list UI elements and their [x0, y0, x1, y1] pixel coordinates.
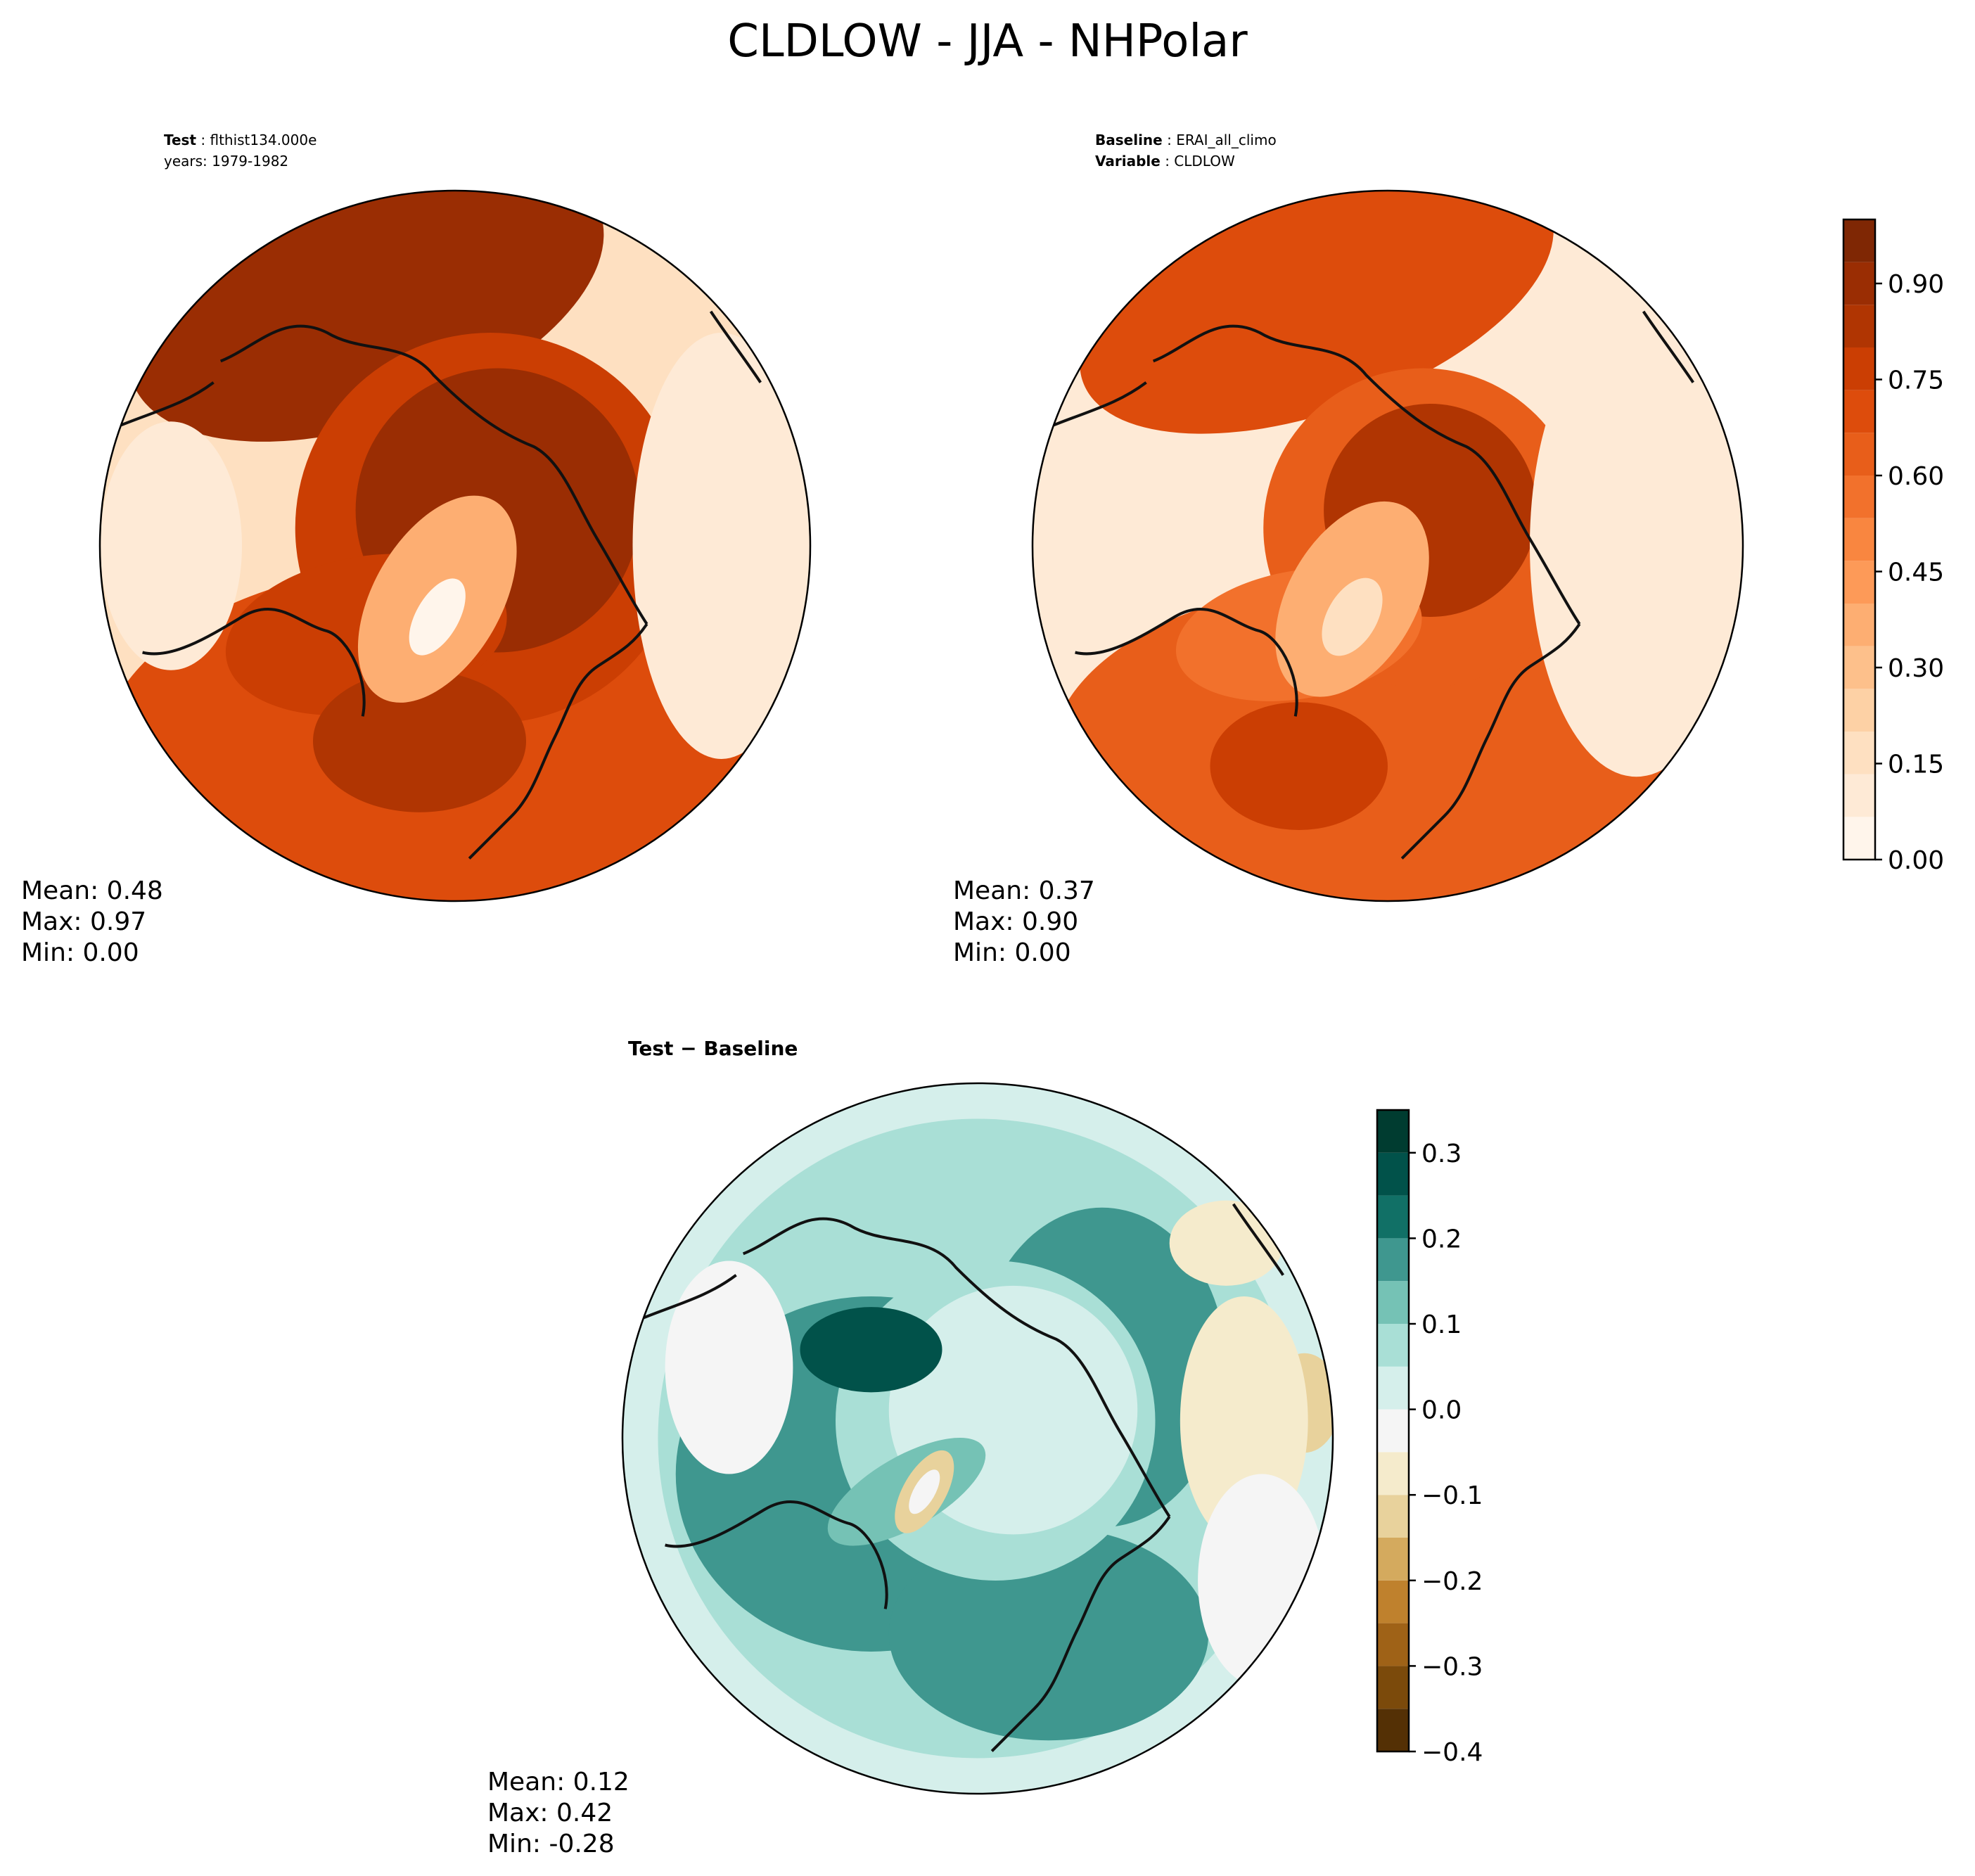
diff-label: Test − Baseline [628, 1037, 798, 1060]
diff-colorbar-level-4 [1377, 1538, 1409, 1581]
baseline-colorbar-frame [1842, 218, 1877, 861]
diff-colorbar-level-12 [1377, 1195, 1409, 1239]
diff-colorbar-level-10 [1377, 1281, 1409, 1324]
diff-colorbar-label-4: 0.0 [1421, 1396, 1462, 1425]
diff-colorbar-level-5 [1377, 1495, 1409, 1538]
diff-stat-1: Max: 0.42 [487, 1799, 613, 1827]
baseline-label: Baseline : ERAI_all_climo [1095, 132, 1277, 148]
diff-contour-13 [1169, 1200, 1284, 1286]
test-years: years: 1979-1982 [164, 153, 288, 170]
baseline-colorbar-level-4 [1843, 646, 1875, 689]
test-contour-7 [409, 578, 466, 656]
diff-colorbar-label-0: −0.4 [1421, 1738, 1483, 1767]
baseline-colorbar: 0.00 0.15 0.30 0.45 0.60 0.75 0.90 [1842, 218, 1944, 875]
test-contour-8 [632, 333, 810, 759]
test-contour-9 [100, 421, 242, 670]
diff-contour-9 [909, 1469, 940, 1514]
figure-title: CLDLOW - JJA - NHPolar [727, 15, 1248, 68]
baseline-colorbar-level-14 [1843, 219, 1875, 262]
diff-map [621, 1082, 1334, 1795]
diff-colorbar-frame [1376, 1109, 1410, 1753]
test-contour-5 [313, 670, 526, 812]
baseline-variable: Variable : CLDLOW [1095, 153, 1235, 170]
test-map [98, 189, 812, 902]
diff-colorbar-level-14 [1377, 1110, 1409, 1153]
baseline-colorbar-level-12 [1843, 305, 1875, 347]
test-map-boundary [98, 189, 812, 902]
diff-colorbar-level-13 [1377, 1152, 1409, 1196]
baseline-colorbar-label-3: 0.45 [1888, 559, 1944, 587]
diff-colorbar-label-6: 0.2 [1421, 1225, 1462, 1253]
diff-contour-6 [800, 1307, 942, 1393]
diff-colorbar-level-8 [1377, 1366, 1409, 1410]
baseline-colorbar-label-4: 0.60 [1888, 462, 1944, 491]
diff-colorbar-label-5: 0.1 [1421, 1310, 1462, 1339]
diff-colorbar-level-1 [1377, 1666, 1409, 1709]
baseline-contour-8 [1530, 314, 1743, 777]
baseline-contour-7 [1322, 578, 1383, 656]
baseline-colorbar-level-6 [1843, 561, 1875, 604]
diff-colorbar-level-3 [1377, 1580, 1409, 1623]
baseline-colorbar-level-10 [1843, 390, 1875, 433]
baseline-colorbar-level-2 [1843, 732, 1875, 774]
diff-colorbar: −0.4 −0.3 −0.2 −0.1 0.0 0.1 0.2 0.3 [1376, 1109, 1483, 1767]
baseline-colorbar-level-7 [1843, 518, 1875, 561]
baseline-stat-2: Min: 0.00 [953, 938, 1071, 967]
baseline-colorbar-label-0: 0.00 [1888, 846, 1944, 875]
baseline-colorbar-label-2: 0.30 [1888, 654, 1944, 683]
diff-colorbar-level-7 [1377, 1409, 1409, 1453]
baseline-stat-0: Mean: 0.37 [953, 876, 1095, 905]
baseline-contour-5 [1210, 702, 1388, 830]
test-label: Test : flthist134.000e [164, 132, 317, 148]
baseline-map-boundary [1031, 189, 1744, 902]
diff-contour-2 [888, 1527, 1209, 1741]
test-stat-1: Max: 0.97 [21, 907, 146, 936]
diff-map-boundary [621, 1082, 1334, 1795]
diff-colorbar-level-6 [1377, 1452, 1409, 1495]
diff-colorbar-level-2 [1377, 1623, 1409, 1666]
diff-colorbar-label-7: 0.3 [1421, 1140, 1462, 1168]
diff-colorbar-level-0 [1377, 1709, 1409, 1751]
baseline-colorbar-level-13 [1843, 262, 1875, 305]
diff-stat-2: Min: -0.28 [487, 1830, 615, 1858]
baseline-colorbar-level-0 [1843, 817, 1875, 860]
baseline-colorbar-level-1 [1843, 774, 1875, 817]
diff-contour-12 [1198, 1474, 1326, 1687]
diff-colorbar-label-1: −0.3 [1421, 1652, 1483, 1681]
diff-contour-14 [665, 1261, 793, 1474]
baseline-colorbar-label-5: 0.75 [1888, 366, 1944, 395]
diff-colorbar-label-3: −0.1 [1421, 1481, 1483, 1510]
diff-colorbar-level-9 [1377, 1324, 1409, 1367]
test-stat-0: Mean: 0.48 [21, 876, 163, 905]
baseline-colorbar-level-3 [1843, 689, 1875, 732]
baseline-colorbar-label-1: 0.15 [1888, 751, 1944, 779]
baseline-colorbar-level-8 [1843, 476, 1875, 518]
baseline-colorbar-level-11 [1843, 347, 1875, 390]
baseline-colorbar-level-5 [1843, 604, 1875, 646]
baseline-colorbar-level-9 [1843, 433, 1875, 476]
baseline-colorbar-label-6: 0.90 [1888, 270, 1944, 299]
baseline-map [1031, 189, 1744, 902]
diff-stat-0: Mean: 0.12 [487, 1768, 629, 1797]
baseline-stat-1: Max: 0.90 [953, 907, 1078, 936]
diff-colorbar-level-11 [1377, 1238, 1409, 1282]
test-stat-2: Min: 0.00 [21, 938, 139, 967]
diff-colorbar-label-2: −0.2 [1421, 1567, 1483, 1596]
